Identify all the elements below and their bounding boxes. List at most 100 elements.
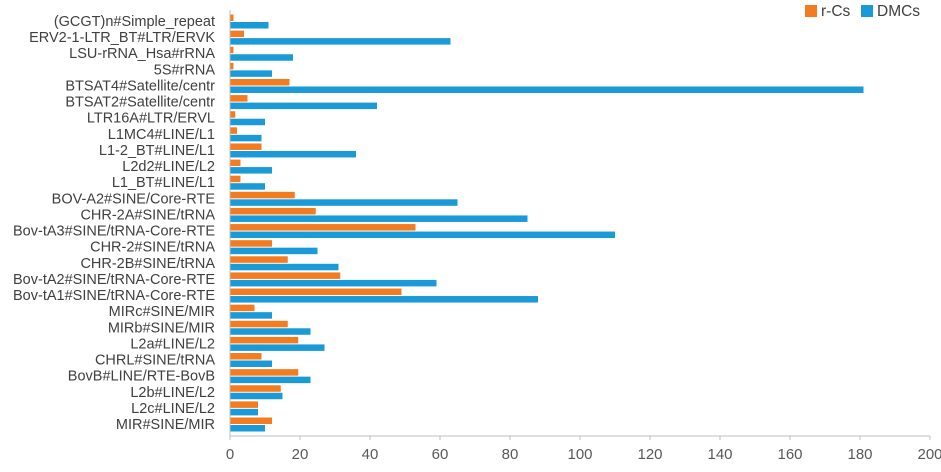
bar-dmcs: [230, 199, 458, 206]
category-label: BOV-A2#SINE/Core-RTE: [52, 191, 216, 207]
bar-r-cs: [230, 95, 248, 102]
category-label: (GCGT)n#Simple_repeat: [54, 14, 215, 30]
axes: [229, 10, 931, 440]
category-label: MIR#SINE/MIR: [116, 417, 215, 433]
bar-dmcs: [230, 392, 283, 400]
bar-r-cs: [230, 78, 290, 86]
bar-r-cs: [230, 240, 272, 247]
x-tick-label: 200: [917, 446, 941, 463]
x-tick-label: 140: [707, 446, 732, 463]
x-tick-label: 120: [637, 446, 662, 463]
bar-dmcs: [230, 183, 265, 190]
bar-dmcs: [230, 22, 269, 29]
bar-r-cs: [230, 385, 281, 392]
category-label: LSU-rRNA_Hsa#rRNA: [69, 46, 215, 62]
category-label: CHR-2A#SINE/tRNA: [80, 207, 215, 223]
x-tick-label: 0: [226, 446, 234, 463]
bar-r-cs: [230, 288, 402, 296]
bar-r-cs: [230, 320, 288, 328]
category-label: L1-2_BT#LINE/L1: [99, 143, 215, 159]
legend-label: DMCs: [877, 3, 920, 20]
x-tick-label: 20: [292, 446, 309, 463]
bar-dmcs: [230, 360, 272, 368]
category-labels: (GCGT)n#Simple_repeatERV2-1-LTR_BT#LTR/E…: [13, 14, 215, 433]
bar-r-cs: [230, 256, 288, 263]
bar-dmcs: [230, 70, 272, 77]
legend-swatch: [861, 5, 873, 17]
category-label: L2a#LINE/L2: [130, 336, 215, 352]
bar-dmcs: [230, 376, 311, 384]
bar-dmcs: [230, 167, 272, 174]
category-label: LTR16A#LTR/ERVL: [87, 111, 215, 127]
legend-swatch: [805, 5, 817, 17]
category-label: CHR-2#SINE/tRNA: [90, 240, 215, 256]
bar-r-cs: [230, 143, 262, 150]
bar-r-cs: [230, 191, 295, 199]
bar-r-cs: [230, 224, 416, 231]
bar-dmcs: [230, 102, 377, 110]
bar-r-cs: [230, 353, 262, 360]
bar-r-cs: [230, 127, 237, 134]
category-label: L2b#LINE/L2: [130, 385, 215, 401]
category-label: BTSAT4#Satellite/centr: [65, 78, 215, 94]
category-label: L1_BT#LINE/L1: [112, 175, 215, 191]
bar-r-cs: [230, 417, 272, 424]
bar-dmcs: [230, 408, 258, 416]
x-tick-labels: 0 20 40 60 80 100 120 140 160 180 200: [226, 446, 941, 463]
category-label: 5S#rRNA: [154, 62, 216, 78]
bar-dmcs: [230, 38, 451, 45]
x-tick-label: 80: [502, 446, 519, 463]
category-label: L2d2#LINE/L2: [122, 159, 215, 175]
bar-dmcs: [230, 247, 318, 255]
category-label: BovB#LINE/RTE-BovB: [68, 369, 215, 385]
bar-r-cs: [230, 401, 258, 408]
bar-dmcs: [230, 328, 311, 335]
bar-dmcs: [230, 296, 538, 303]
bar-r-cs: [230, 159, 241, 167]
category-label: Bov-tA2#SINE/tRNA-Core-RTE: [13, 272, 215, 288]
category-label: L2c#LINE/L2: [131, 401, 215, 417]
category-label: CHRL#SINE/tRNA: [95, 353, 215, 369]
bar-r-cs: [230, 369, 299, 376]
bar-r-cs: [230, 30, 244, 38]
bar-r-cs: [230, 46, 234, 54]
category-label: CHR-2B#SINE/tRNA: [80, 256, 215, 272]
bar-dmcs: [230, 344, 325, 351]
bar-dmcs: [230, 279, 437, 287]
bar-dmcs: [230, 86, 864, 93]
bar-r-cs: [230, 175, 241, 183]
x-tick-label: 160: [777, 446, 802, 463]
category-label: Bov-tA1#SINE/tRNA-Core-RTE: [13, 288, 215, 304]
bar-dmcs: [230, 118, 265, 126]
category-label: Bov-tA3#SINE/tRNA-Core-RTE: [13, 224, 215, 240]
bar-dmcs: [230, 231, 615, 239]
bar-dmcs: [230, 263, 339, 271]
bar-dmcs: [230, 54, 293, 61]
x-tick-label: 100: [567, 446, 592, 463]
bar-r-cs: [230, 207, 316, 215]
bar-r-cs: [230, 336, 299, 344]
bar-dmcs: [230, 312, 272, 319]
bar-r-cs: [230, 272, 341, 279]
category-label: MIRc#SINE/MIR: [109, 304, 215, 320]
bar-dmcs: [230, 150, 356, 158]
bar-r-cs: [230, 111, 236, 118]
category-label: ERV2-1-LTR_BT#LTR/ERVK: [29, 30, 215, 46]
bar-dmcs: [230, 215, 528, 222]
bar-dmcs: [230, 425, 265, 432]
bars-group: [230, 14, 864, 432]
x-tick-label: 180: [847, 446, 872, 463]
legend: r-Cs DMCs: [805, 3, 920, 20]
bar-r-cs: [230, 14, 234, 21]
x-tick-label: 40: [362, 446, 379, 463]
bar-r-cs: [230, 304, 255, 312]
category-label: L1MC4#LINE/L1: [108, 127, 215, 143]
category-label: BTSAT2#Satellite/centr: [65, 95, 215, 111]
legend-label: r-Cs: [821, 3, 851, 20]
category-label: MIRb#SINE/MIR: [108, 320, 215, 336]
bar-dmcs: [230, 134, 262, 142]
bar-r-cs: [230, 62, 234, 70]
x-tick-label: 60: [432, 446, 449, 463]
